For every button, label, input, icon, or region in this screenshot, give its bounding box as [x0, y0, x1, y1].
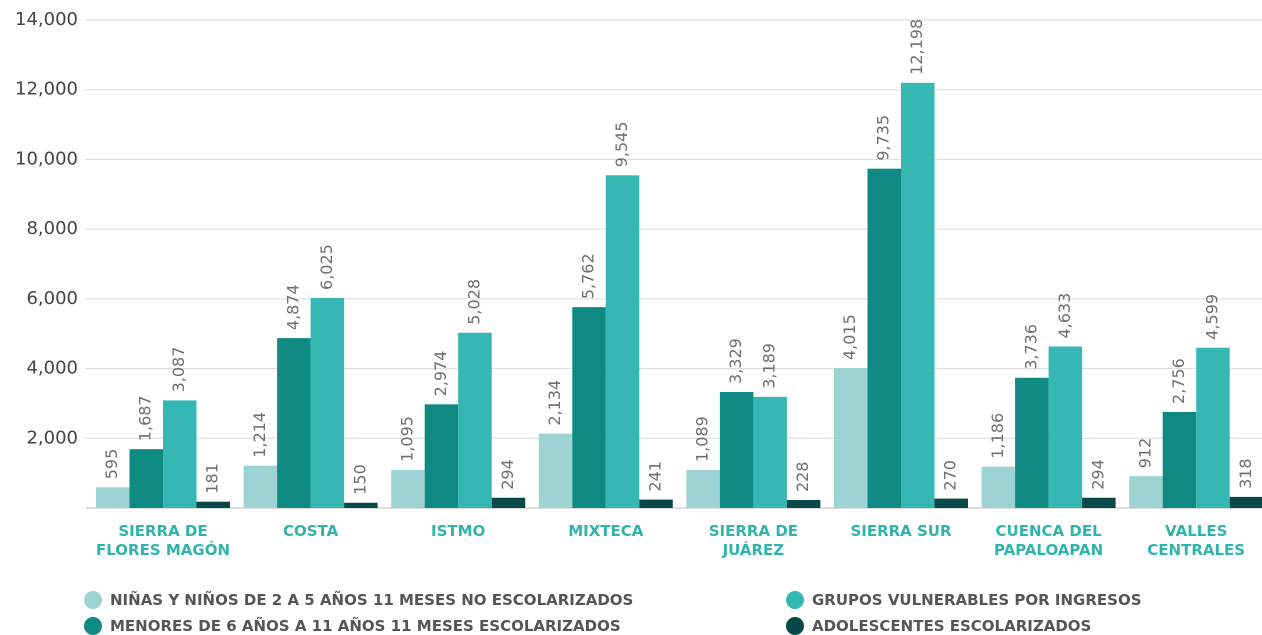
bar [901, 82, 935, 509]
x-tick-label: SIERRA SUR [850, 522, 952, 540]
value-label: 1,186 [988, 413, 1007, 459]
bar [163, 400, 197, 508]
bar [538, 433, 573, 508]
y-tick-label: 8,000 [26, 218, 78, 239]
value-label: 2,134 [545, 380, 564, 426]
value-label: 1,214 [250, 412, 269, 458]
legend-label: MENORES DE 6 AÑOS A 11 AÑOS 11 MESES ESC… [110, 617, 621, 635]
y-tick-label: 2,000 [26, 427, 78, 448]
bar [344, 502, 378, 508]
bar [1048, 346, 1083, 508]
bar [1082, 497, 1116, 508]
value-label: 4,015 [840, 314, 859, 360]
value-label: 5,762 [579, 253, 598, 299]
value-label: 3,087 [169, 347, 188, 393]
value-label: 181 [203, 463, 222, 494]
value-label: 9,545 [612, 121, 631, 167]
value-label: 4,599 [1202, 294, 1221, 340]
x-tick-label: VALLES CENTRALES [1147, 522, 1246, 559]
bar [934, 498, 968, 508]
value-label: 1,687 [136, 395, 155, 441]
value-label: 318 [1236, 458, 1255, 489]
value-label: 3,189 [760, 343, 779, 389]
bar [639, 499, 673, 508]
y-tick-label: 10,000 [15, 148, 78, 169]
bar [686, 470, 720, 508]
bar [491, 497, 526, 508]
bar [1229, 496, 1262, 508]
value-label: 228 [793, 462, 812, 493]
legend-label: ADOLESCENTES ESCOLARIZADOS [812, 617, 1092, 635]
bar [572, 307, 606, 508]
y-tick-label: 12,000 [15, 79, 78, 100]
value-label: 912 [1135, 438, 1154, 469]
bar [458, 332, 492, 508]
value-label: 595 [102, 449, 121, 480]
bar [1196, 347, 1230, 508]
value-label: 241 [646, 461, 665, 492]
y-tick-label: 14,000 [15, 9, 78, 30]
bar [196, 501, 230, 508]
bar [424, 404, 459, 508]
value-label: 1,095 [397, 416, 416, 462]
value-label: 3,736 [1021, 324, 1040, 370]
x-tick-label: COSTA [282, 522, 339, 540]
value-label: 294 [498, 459, 517, 490]
bar [605, 175, 640, 508]
legend-swatch [84, 591, 102, 609]
value-label: 3,329 [726, 338, 745, 384]
bar [243, 465, 278, 508]
value-label: 4,633 [1055, 293, 1074, 339]
value-label: 1,089 [693, 416, 712, 462]
bar [719, 391, 754, 508]
value-label: 294 [1088, 459, 1107, 490]
bar [786, 500, 821, 508]
legend-label: NIÑAS Y NIÑOS DE 2 A 5 AÑOS 11 MESES NO … [110, 591, 634, 609]
bar [981, 466, 1016, 508]
x-tick-label: MIXTECA [568, 522, 644, 540]
bar [96, 487, 130, 508]
legend-label: GRUPOS VULNERABLES POR INGRESOS [812, 591, 1142, 609]
bar [753, 396, 787, 508]
legend-swatch [84, 617, 102, 635]
value-label: 12,198 [907, 19, 926, 75]
x-tick-label: SIERRA DE FLORES MAGÓN [96, 522, 230, 559]
value-label: 2,974 [431, 351, 450, 397]
bar [1129, 476, 1163, 508]
value-label: 270 [941, 460, 960, 491]
y-tick-label: 4,000 [26, 358, 78, 379]
x-tick-label: CUENCA DEL PAPALOAPAN [993, 522, 1104, 559]
x-tick-label: SIERRA DE JUÁREZ [708, 522, 799, 559]
value-label: 150 [350, 464, 369, 495]
value-label: 2,756 [1169, 358, 1188, 404]
bar [1162, 411, 1197, 508]
value-label: 4,874 [283, 284, 302, 330]
bar [277, 338, 311, 508]
y-tick-label: 6,000 [26, 288, 78, 309]
bar [867, 168, 901, 508]
bar [391, 469, 425, 508]
legend-swatch [786, 591, 804, 609]
value-label: 5,028 [464, 279, 483, 325]
value-label: 6,025 [317, 244, 336, 290]
bar [310, 297, 345, 508]
bar [1015, 377, 1049, 508]
x-tick-label: ISTMO [431, 522, 486, 540]
bar [129, 449, 163, 508]
value-label: 9,735 [874, 115, 893, 161]
legend-swatch [786, 617, 804, 635]
bar [834, 368, 868, 508]
